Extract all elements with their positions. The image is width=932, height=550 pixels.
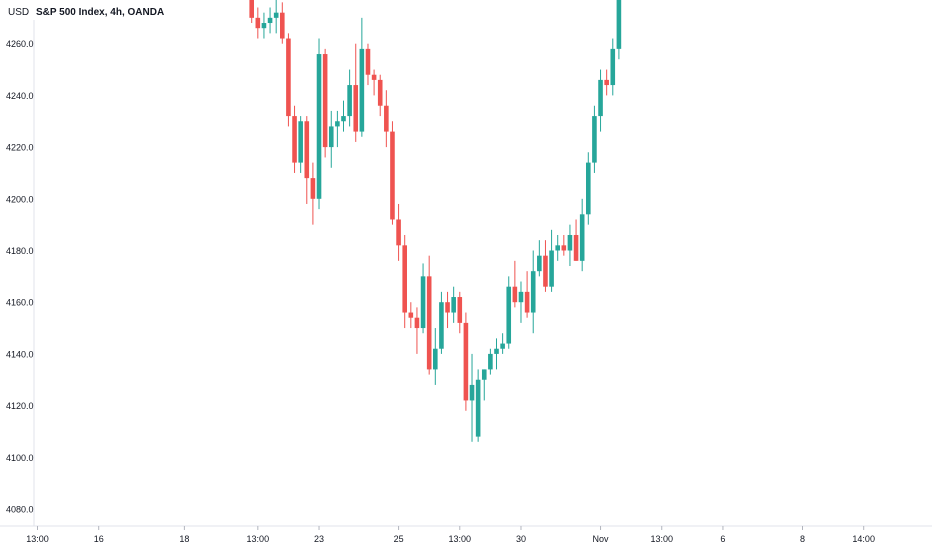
candle-body: [512, 286, 518, 303]
candle-body: [518, 291, 524, 303]
candle-body: [586, 162, 591, 215]
candle-body: [567, 234, 573, 251]
candle-body: [322, 54, 328, 148]
candle-body: [420, 276, 426, 329]
time-tick-label: 16: [94, 534, 104, 544]
candle-body: [579, 214, 585, 261]
time-tick-label: 14:00: [852, 534, 875, 544]
time-tick-label: 18: [179, 534, 189, 544]
candle-body: [408, 312, 414, 318]
candle-body: [328, 126, 334, 148]
candle-body: [610, 48, 616, 86]
candle-body: [273, 12, 279, 18]
candle-body: [524, 291, 530, 313]
candle-body: [426, 276, 432, 370]
time-tick-label: 23: [314, 534, 324, 544]
price-tick-label: 4200.0: [6, 194, 34, 204]
price-tick-label: 4220.0: [6, 143, 34, 153]
candle-body: [280, 12, 285, 39]
time-tick-label: 13:00: [26, 534, 49, 544]
candle-body: [561, 245, 567, 251]
price-tick-label: 4120.0: [6, 401, 34, 411]
currency-label: USD: [8, 7, 30, 18]
candle-body: [384, 105, 389, 132]
candle-body: [249, 0, 254, 18]
candle-body: [451, 297, 456, 313]
time-tick-label: 25: [394, 534, 404, 544]
candle-body: [573, 234, 579, 261]
time-axis: 13:00 16 18 13:00 23 25 13:00 30 Nov 13:00 6 8 14:00: [26, 526, 875, 544]
candle-body: [335, 121, 340, 127]
time-tick-label: 30: [516, 534, 526, 544]
price-tick-label: 4100.0: [6, 453, 34, 463]
candle-body: [433, 348, 438, 370]
price-tick-label: 4260.0: [6, 39, 34, 49]
candle-body: [506, 286, 512, 344]
candle-body: [616, 0, 622, 49]
chart-title: S&P 500 Index, 4h, OANDA: [36, 7, 165, 18]
price-tick-label: 4240.0: [6, 91, 34, 101]
time-tick-label: Nov: [593, 534, 610, 544]
candle-body: [445, 302, 450, 313]
candle-body: [359, 48, 365, 132]
price-tick-label: 4080.0: [6, 505, 34, 515]
candle-body: [457, 297, 463, 323]
candle-body: [292, 116, 297, 163]
candle-body: [500, 343, 505, 349]
price-tick-label: 4140.0: [6, 349, 34, 359]
candle-body: [469, 384, 475, 401]
time-tick-label: 13:00: [650, 534, 673, 544]
candle-body: [396, 219, 401, 246]
candle-body: [377, 79, 383, 106]
candle-body: [255, 17, 261, 29]
candle-body: [390, 131, 395, 220]
price-axis: 4080.0 4100.0 4120.0 4140.0 4160.0 4180.0 4200…: [6, 39, 34, 515]
candle-body: [549, 250, 554, 287]
candle-body: [592, 116, 597, 163]
candle-body: [463, 322, 469, 401]
candle-body: [414, 317, 420, 329]
candle-body: [341, 116, 346, 122]
candle-body: [598, 79, 603, 117]
price-tick-label: 4180.0: [6, 246, 34, 256]
candle-body: [286, 38, 291, 117]
plot-area: [249, 0, 622, 442]
candle-body: [402, 245, 407, 313]
candle-body: [555, 245, 560, 251]
candle-body: [530, 271, 536, 313]
time-tick-label: 13:00: [247, 534, 270, 544]
time-tick-label: 13:00: [449, 534, 472, 544]
candle-body: [494, 348, 499, 354]
candle-body: [298, 121, 303, 163]
candle-body: [439, 302, 444, 349]
candle-body: [604, 79, 609, 86]
candle-body: [543, 255, 548, 287]
price-tick-label: 4160.0: [6, 298, 34, 308]
candle-body: [365, 48, 371, 75]
candle-body: [371, 74, 377, 80]
candle-body: [481, 369, 487, 380]
candle-body: [475, 379, 481, 437]
candle-body: [267, 17, 273, 24]
candle-body: [310, 178, 316, 199]
time-tick-label: 6: [720, 534, 725, 544]
candle-body: [488, 353, 493, 370]
candle-body: [304, 121, 310, 179]
candle-body: [537, 255, 542, 272]
time-tick-label: 8: [800, 534, 805, 544]
candle-body: [316, 54, 322, 199]
candle-body: [261, 23, 267, 29]
candle-body: [347, 85, 352, 117]
candle-body: [353, 85, 359, 132]
